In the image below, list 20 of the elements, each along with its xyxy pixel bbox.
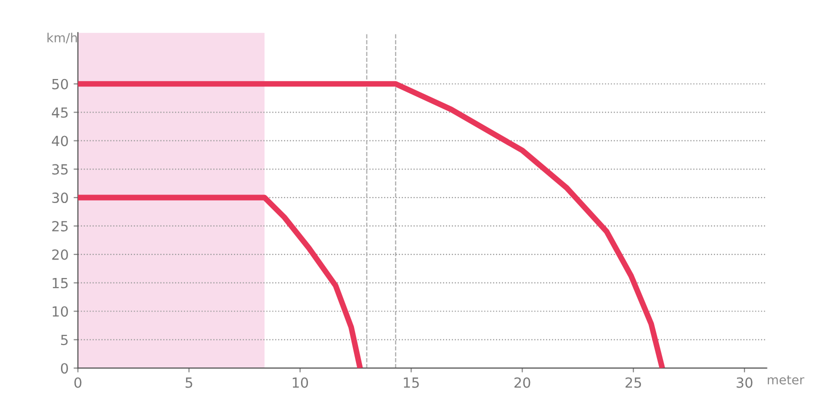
x-tick-label: 10 bbox=[292, 377, 308, 388]
x-tick-label: 30 bbox=[736, 377, 752, 388]
x-tick-label: 25 bbox=[626, 377, 642, 388]
y-tick-label: 50 bbox=[52, 78, 68, 90]
y-axis-title: km/h bbox=[47, 32, 77, 44]
x-tick-label: 0 bbox=[74, 377, 82, 388]
y-tick-label: 45 bbox=[52, 107, 68, 118]
y-tick-label: 5 bbox=[61, 334, 68, 346]
y-tick-label: 30 bbox=[52, 192, 68, 204]
y-tick-label: 25 bbox=[52, 220, 68, 232]
x-tick-label: 15 bbox=[404, 378, 419, 388]
y-tick-label: 40 bbox=[52, 136, 68, 146]
y-tick-label: 15 bbox=[52, 278, 68, 288]
x-axis-title: meter bbox=[768, 376, 804, 384]
y-tick-label: 0 bbox=[60, 363, 68, 374]
y-tick-label: 20 bbox=[52, 249, 68, 260]
y-tick-label: 35 bbox=[52, 164, 68, 175]
x-tick-label: 20 bbox=[514, 377, 530, 388]
x-tick-label: 5 bbox=[186, 378, 192, 388]
y-tick-label: 10 bbox=[52, 306, 68, 317]
